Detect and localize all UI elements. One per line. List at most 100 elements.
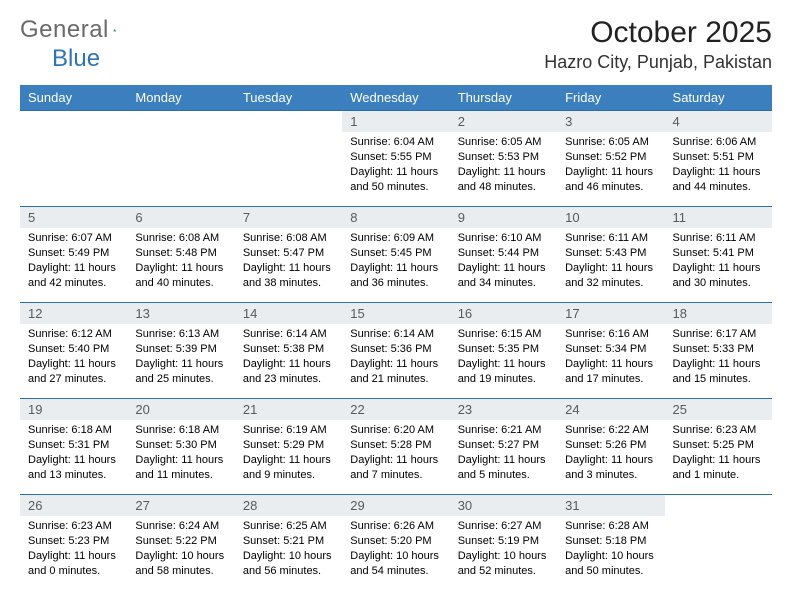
logo-text-blue: Blue (52, 45, 792, 73)
day-number: 15 (342, 303, 449, 324)
day-detail: Sunrise: 6:21 AMSunset: 5:27 PMDaylight:… (450, 420, 557, 488)
day-number: 28 (235, 495, 342, 516)
day-number: 26 (20, 495, 127, 516)
day-detail: Sunrise: 6:05 AMSunset: 5:53 PMDaylight:… (450, 132, 557, 200)
day-detail: Sunrise: 6:06 AMSunset: 5:51 PMDaylight:… (665, 132, 772, 200)
day-number: 7 (235, 207, 342, 228)
calendar-cell: 15Sunrise: 6:14 AMSunset: 5:36 PMDayligh… (342, 303, 449, 399)
day-number: 10 (557, 207, 664, 228)
day-number: 27 (127, 495, 234, 516)
day-detail: Sunrise: 6:22 AMSunset: 5:26 PMDaylight:… (557, 420, 664, 488)
day-detail: Sunrise: 6:27 AMSunset: 5:19 PMDaylight:… (450, 516, 557, 584)
day-detail: Sunrise: 6:17 AMSunset: 5:33 PMDaylight:… (665, 324, 772, 392)
day-number: 5 (20, 207, 127, 228)
calendar-header: SundayMondayTuesdayWednesdayThursdayFrid… (20, 85, 772, 111)
day-number: 31 (557, 495, 664, 516)
day-detail: Sunrise: 6:08 AMSunset: 5:48 PMDaylight:… (127, 228, 234, 296)
day-number: 13 (127, 303, 234, 324)
day-number: 29 (342, 495, 449, 516)
calendar-row: 19Sunrise: 6:18 AMSunset: 5:31 PMDayligh… (20, 399, 772, 495)
day-detail: Sunrise: 6:23 AMSunset: 5:23 PMDaylight:… (20, 516, 127, 584)
calendar-cell: 8Sunrise: 6:09 AMSunset: 5:45 PMDaylight… (342, 207, 449, 303)
day-number: 30 (450, 495, 557, 516)
day-detail: Sunrise: 6:05 AMSunset: 5:52 PMDaylight:… (557, 132, 664, 200)
day-number: 2 (450, 111, 557, 132)
calendar-cell: 23Sunrise: 6:21 AMSunset: 5:27 PMDayligh… (450, 399, 557, 495)
day-detail: Sunrise: 6:18 AMSunset: 5:30 PMDaylight:… (127, 420, 234, 488)
weekday-header: Saturday (665, 85, 772, 111)
calendar-cell: 19Sunrise: 6:18 AMSunset: 5:31 PMDayligh… (20, 399, 127, 495)
day-number: 11 (665, 207, 772, 228)
day-number: 3 (557, 111, 664, 132)
calendar-cell: 5Sunrise: 6:07 AMSunset: 5:49 PMDaylight… (20, 207, 127, 303)
weekday-header: Monday (127, 85, 234, 111)
day-number: 21 (235, 399, 342, 420)
day-number: 12 (20, 303, 127, 324)
day-detail: Sunrise: 6:13 AMSunset: 5:39 PMDaylight:… (127, 324, 234, 392)
weekday-header: Thursday (450, 85, 557, 111)
day-number: 19 (20, 399, 127, 420)
day-detail: Sunrise: 6:25 AMSunset: 5:21 PMDaylight:… (235, 516, 342, 584)
day-number: 25 (665, 399, 772, 420)
weekday-header: Sunday (20, 85, 127, 111)
logo: General (20, 16, 137, 44)
day-number: 8 (342, 207, 449, 228)
calendar-cell: 10Sunrise: 6:11 AMSunset: 5:43 PMDayligh… (557, 207, 664, 303)
calendar-cell: 7Sunrise: 6:08 AMSunset: 5:47 PMDaylight… (235, 207, 342, 303)
day-number: 18 (665, 303, 772, 324)
calendar-cell: 6Sunrise: 6:08 AMSunset: 5:48 PMDaylight… (127, 207, 234, 303)
calendar-cell: 21Sunrise: 6:19 AMSunset: 5:29 PMDayligh… (235, 399, 342, 495)
day-detail: Sunrise: 6:07 AMSunset: 5:49 PMDaylight:… (20, 228, 127, 296)
day-detail: Sunrise: 6:24 AMSunset: 5:22 PMDaylight:… (127, 516, 234, 584)
day-detail: Sunrise: 6:11 AMSunset: 5:41 PMDaylight:… (665, 228, 772, 296)
calendar-cell: 29Sunrise: 6:26 AMSunset: 5:20 PMDayligh… (342, 495, 449, 591)
calendar-cell: 24Sunrise: 6:22 AMSunset: 5:26 PMDayligh… (557, 399, 664, 495)
day-detail: Sunrise: 6:28 AMSunset: 5:18 PMDaylight:… (557, 516, 664, 584)
calendar-cell: 30Sunrise: 6:27 AMSunset: 5:19 PMDayligh… (450, 495, 557, 591)
weekday-header: Friday (557, 85, 664, 111)
calendar-cell: 12Sunrise: 6:12 AMSunset: 5:40 PMDayligh… (20, 303, 127, 399)
calendar-cell: 17Sunrise: 6:16 AMSunset: 5:34 PMDayligh… (557, 303, 664, 399)
calendar-cell: 26Sunrise: 6:23 AMSunset: 5:23 PMDayligh… (20, 495, 127, 591)
weekday-header: Tuesday (235, 85, 342, 111)
day-detail: Sunrise: 6:23 AMSunset: 5:25 PMDaylight:… (665, 420, 772, 488)
calendar-cell: 18Sunrise: 6:17 AMSunset: 5:33 PMDayligh… (665, 303, 772, 399)
day-number: 16 (450, 303, 557, 324)
day-number: 4 (665, 111, 772, 132)
day-detail: Sunrise: 6:09 AMSunset: 5:45 PMDaylight:… (342, 228, 449, 296)
day-detail: Sunrise: 6:12 AMSunset: 5:40 PMDaylight:… (20, 324, 127, 392)
day-detail: Sunrise: 6:14 AMSunset: 5:36 PMDaylight:… (342, 324, 449, 392)
day-detail: Sunrise: 6:18 AMSunset: 5:31 PMDaylight:… (20, 420, 127, 488)
calendar-cell: 25Sunrise: 6:23 AMSunset: 5:25 PMDayligh… (665, 399, 772, 495)
calendar-cell: 3Sunrise: 6:05 AMSunset: 5:52 PMDaylight… (557, 111, 664, 207)
calendar-row: 26Sunrise: 6:23 AMSunset: 5:23 PMDayligh… (20, 495, 772, 591)
calendar-table: SundayMondayTuesdayWednesdayThursdayFrid… (20, 85, 772, 591)
day-detail: Sunrise: 6:15 AMSunset: 5:35 PMDaylight:… (450, 324, 557, 392)
day-detail: Sunrise: 6:10 AMSunset: 5:44 PMDaylight:… (450, 228, 557, 296)
day-detail: Sunrise: 6:08 AMSunset: 5:47 PMDaylight:… (235, 228, 342, 296)
day-detail: Sunrise: 6:19 AMSunset: 5:29 PMDaylight:… (235, 420, 342, 488)
calendar-cell: 4Sunrise: 6:06 AMSunset: 5:51 PMDaylight… (665, 111, 772, 207)
day-detail: Sunrise: 6:16 AMSunset: 5:34 PMDaylight:… (557, 324, 664, 392)
day-number: 9 (450, 207, 557, 228)
day-detail: Sunrise: 6:26 AMSunset: 5:20 PMDaylight:… (342, 516, 449, 584)
calendar-row: 1Sunrise: 6:04 AMSunset: 5:55 PMDaylight… (20, 111, 772, 207)
calendar-cell: 31Sunrise: 6:28 AMSunset: 5:18 PMDayligh… (557, 495, 664, 591)
calendar-cell: 20Sunrise: 6:18 AMSunset: 5:30 PMDayligh… (127, 399, 234, 495)
calendar-cell: 16Sunrise: 6:15 AMSunset: 5:35 PMDayligh… (450, 303, 557, 399)
day-detail: Sunrise: 6:20 AMSunset: 5:28 PMDaylight:… (342, 420, 449, 488)
calendar-cell (235, 111, 342, 207)
day-number: 17 (557, 303, 664, 324)
day-number: 14 (235, 303, 342, 324)
calendar-cell: 28Sunrise: 6:25 AMSunset: 5:21 PMDayligh… (235, 495, 342, 591)
calendar-row: 5Sunrise: 6:07 AMSunset: 5:49 PMDaylight… (20, 207, 772, 303)
logo-text-general: General (20, 16, 109, 44)
calendar-body: 1Sunrise: 6:04 AMSunset: 5:55 PMDaylight… (20, 111, 772, 591)
day-number: 22 (342, 399, 449, 420)
day-number: 6 (127, 207, 234, 228)
day-detail: Sunrise: 6:14 AMSunset: 5:38 PMDaylight:… (235, 324, 342, 392)
calendar-cell: 1Sunrise: 6:04 AMSunset: 5:55 PMDaylight… (342, 111, 449, 207)
calendar-cell: 27Sunrise: 6:24 AMSunset: 5:22 PMDayligh… (127, 495, 234, 591)
logo-sail-icon (113, 20, 116, 40)
weekday-header: Wednesday (342, 85, 449, 111)
